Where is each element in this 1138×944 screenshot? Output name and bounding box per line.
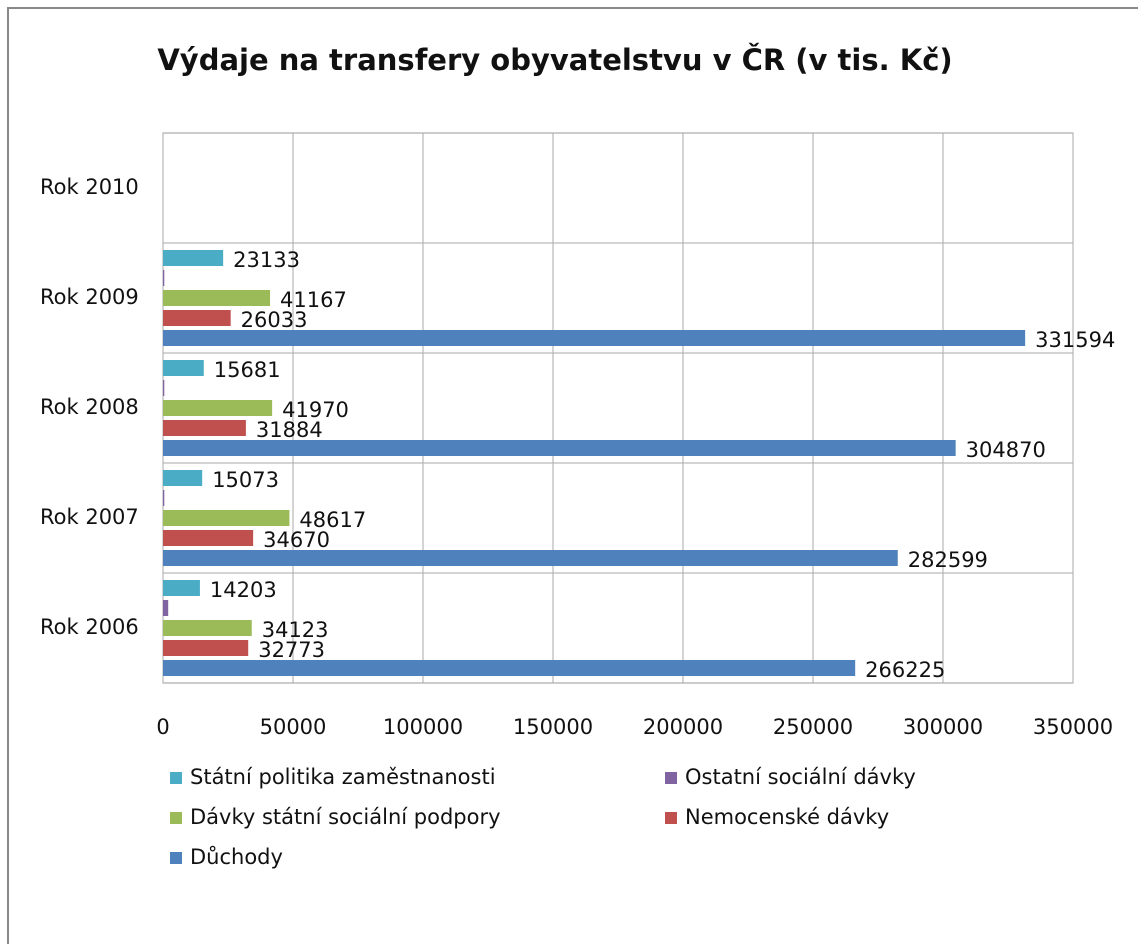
data-label: 331594: [1035, 328, 1115, 352]
data-label: 34670: [263, 528, 330, 552]
data-label: 282599: [908, 548, 988, 572]
data-label: 31884: [256, 418, 323, 442]
y-tick-label: Rok 2010: [40, 175, 139, 199]
bar: [163, 660, 856, 676]
bar: [163, 250, 224, 266]
legend-label: Dávky státní sociální podpory: [190, 805, 501, 829]
bar: [163, 420, 246, 436]
legend-swatch: [170, 772, 182, 784]
data-label: 41970: [282, 398, 349, 422]
bar: [163, 360, 204, 376]
bar: [163, 470, 203, 486]
x-tick-label: 0: [156, 715, 169, 739]
data-label: 26033: [241, 308, 308, 332]
legend-swatch: [170, 852, 182, 864]
bar: [163, 580, 200, 596]
bar: [163, 400, 273, 416]
legend-label: Důchody: [190, 845, 283, 869]
bar: [163, 440, 956, 456]
data-label: 48617: [299, 508, 366, 532]
x-tick-label: 150000: [513, 715, 593, 739]
legend-label: Ostatní sociální dávky: [685, 765, 916, 789]
x-tick-label: 100000: [383, 715, 463, 739]
bar: [163, 490, 165, 506]
bar: [163, 290, 271, 306]
bar: [163, 380, 165, 396]
legend-swatch: [665, 812, 677, 824]
bar: [163, 600, 169, 616]
bar: [163, 640, 249, 656]
x-tick-label: 50000: [260, 715, 327, 739]
data-label: 304870: [966, 438, 1046, 462]
y-tick-label: Rok 2007: [40, 505, 139, 529]
x-tick-label: 200000: [643, 715, 723, 739]
bar: [163, 310, 231, 326]
bar: [163, 330, 1026, 346]
legend-swatch: [170, 812, 182, 824]
data-label: 266225: [865, 658, 945, 682]
data-label: 23133: [233, 248, 300, 272]
y-tick-label: Rok 2006: [40, 615, 139, 639]
y-tick-label: Rok 2008: [40, 395, 139, 419]
bar: [163, 530, 254, 546]
legend-swatch: [665, 772, 677, 784]
x-tick-label: 350000: [1033, 715, 1113, 739]
data-label: 15681: [214, 358, 281, 382]
chart-title: Výdaje na transfery obyvatelstvu v ČR (v…: [157, 43, 952, 77]
y-tick-label: Rok 2009: [40, 285, 139, 309]
x-tick-label: 300000: [903, 715, 983, 739]
bar: [163, 620, 252, 636]
legend-label: Nemocenské dávky: [685, 805, 889, 829]
plot-area: [162, 132, 1074, 684]
data-label: 15073: [212, 468, 279, 492]
data-label: 14203: [210, 578, 277, 602]
data-label: 41167: [280, 288, 347, 312]
bar: [163, 550, 898, 566]
data-label: 32773: [258, 638, 325, 662]
x-tick-label: 250000: [773, 715, 853, 739]
bar: [163, 270, 165, 286]
bar: [163, 510, 290, 526]
legend-label: Státní politika zaměstnanosti: [190, 765, 496, 789]
data-label: 34123: [262, 618, 329, 642]
